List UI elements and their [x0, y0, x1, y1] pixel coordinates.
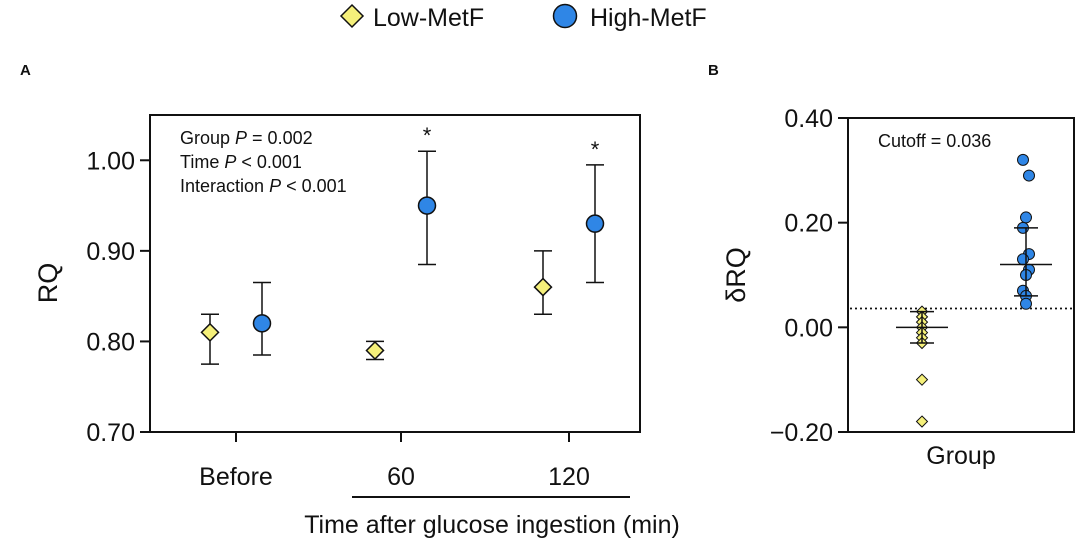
panel-a: A RQ 0.70 0.80 0.90 1.00 Before 60 120 Time a…: [20, 62, 680, 539]
high-metf-group: [1000, 153, 1052, 310]
low-metf-point: [915, 415, 929, 428]
high-metf-point: [1017, 153, 1029, 166]
y-tick-label: 0.70: [86, 419, 135, 447]
low-metf-point: [915, 373, 929, 386]
panel-a-data: **: [200, 123, 605, 365]
panel-a-plot-frame: [149, 114, 641, 433]
low-metf-point: [365, 340, 385, 361]
stats-group-line: Group P = 0.002: [180, 128, 313, 148]
panel-b-data: [850, 153, 1072, 428]
stats-interaction-line: Interaction P < 0.001: [180, 176, 347, 196]
low-metf-point: [200, 322, 220, 342]
stats-time-line: Time P < 0.001: [180, 152, 302, 172]
legend-low-marker: [339, 3, 365, 29]
high-metf-series: [252, 150, 605, 356]
high-metf-point: [1020, 211, 1032, 224]
y-tick-label: 0.90: [86, 238, 135, 266]
panel-b: B δRQ −0.20 0.00 0.20 0.40 Group Cutoff = 0…: [708, 62, 1075, 470]
y-tick-label: −0.20: [770, 419, 833, 447]
y-tick-label: 1.00: [86, 147, 135, 175]
panel-a-y-axis-label: RQ: [33, 263, 63, 304]
y-tick-label: 0.40: [784, 105, 833, 133]
panel-a-x-axis: Before 60 120: [199, 432, 590, 491]
significance-asterisk: *: [423, 123, 432, 148]
high-metf-point: [1023, 169, 1035, 182]
significance-asterisk: *: [591, 137, 600, 162]
low-metf-point: [533, 277, 553, 297]
high-metf-point: [585, 214, 605, 233]
legend-low-label: Low-MetF: [373, 4, 484, 32]
panel-a-x-axis-label: Time after glucose ingestion (min): [304, 511, 680, 539]
panel-b-y-axis: −0.20 0.00 0.20 0.40: [770, 105, 848, 447]
panel-b-x-axis-label: Group: [926, 442, 995, 470]
panel-b-label: B: [708, 62, 719, 79]
panel-b-plot-frame: [847, 117, 1075, 433]
panel-a-y-axis: 0.70 0.80 0.90 1.00: [86, 147, 150, 447]
low-metf-group: [896, 305, 948, 428]
low-metf-series: [200, 250, 553, 365]
y-tick-label: 0.80: [86, 328, 135, 356]
high-metf-point: [252, 314, 272, 333]
panel-a-label: A: [20, 62, 31, 79]
y-tick-label: 0.20: [784, 210, 833, 238]
legend: Low-MetF High-MetF: [339, 3, 707, 32]
x-tick-label: Before: [199, 463, 273, 491]
high-metf-point: [1017, 253, 1029, 266]
x-tick-label: 60: [387, 463, 415, 491]
high-metf-point: [417, 196, 437, 215]
legend-high-label: High-MetF: [590, 4, 707, 32]
legend-high-marker: [552, 3, 578, 29]
x-tick-label: 120: [548, 463, 590, 491]
panel-a-stats-text: Group P = 0.002 Time P < 0.001 Interacti…: [180, 128, 347, 196]
high-metf-point: [1020, 297, 1032, 310]
y-tick-label: 0.00: [784, 314, 833, 342]
panel-b-cutoff-label: Cutoff = 0.036: [878, 131, 991, 151]
panel-b-y-axis-label: δRQ: [721, 247, 751, 303]
